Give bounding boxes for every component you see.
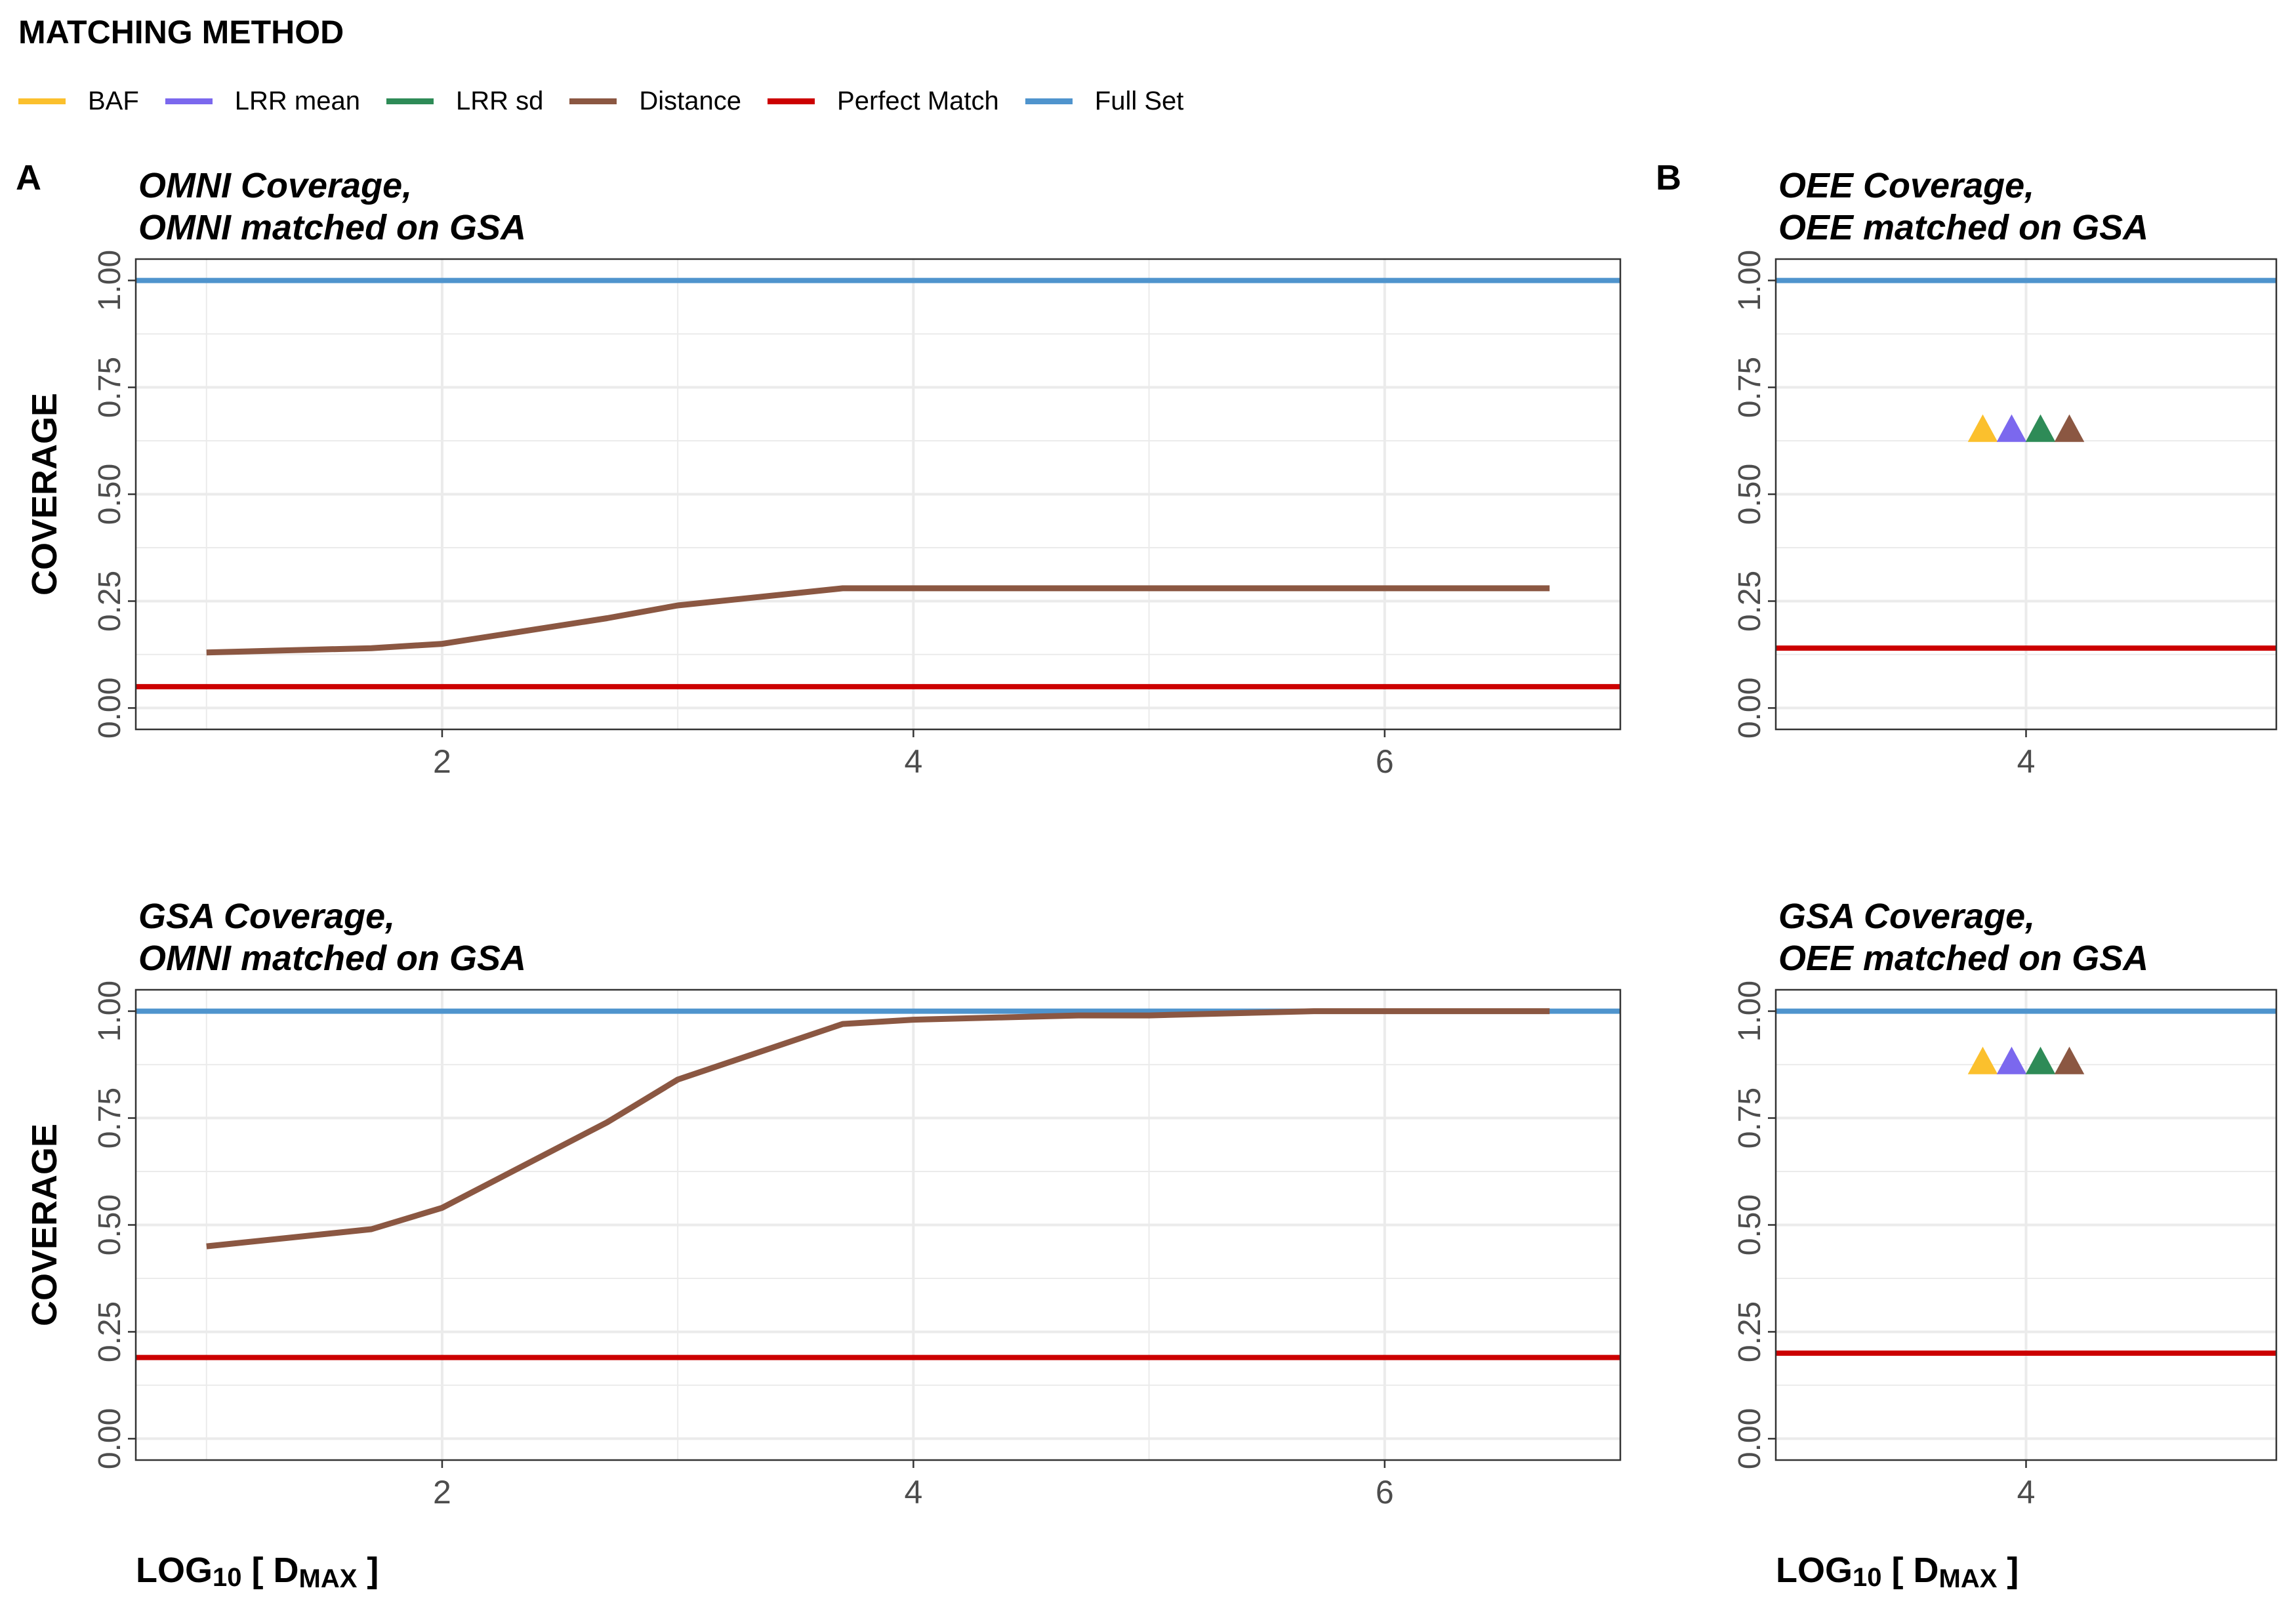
y-tick-label: 0.00 bbox=[1732, 678, 1767, 739]
grid bbox=[1776, 990, 2276, 1460]
chart-title-line: OEE matched on GSA bbox=[1778, 939, 2148, 978]
y-tick-label: 0.25 bbox=[92, 1301, 127, 1362]
chart-title: OMNI Coverage, OMNI matched on GSA bbox=[138, 166, 526, 247]
y-tick-label: 0.00 bbox=[92, 678, 127, 739]
x-axis-label-part: LOG bbox=[136, 1551, 213, 1590]
legend-label: Distance bbox=[639, 86, 742, 115]
legend-label: LRR sd bbox=[456, 86, 544, 115]
x-axis-label-part: [ D bbox=[242, 1551, 299, 1590]
chart-title-line: GSA Coverage, bbox=[1778, 897, 2035, 936]
x-axis-label-part: LOG bbox=[1776, 1551, 1853, 1590]
y-tick-label: 1.00 bbox=[1732, 981, 1767, 1042]
chart-title-line: OEE Coverage, bbox=[1778, 166, 2034, 205]
y-axis-label: COVERAGE bbox=[25, 393, 64, 596]
point-distance bbox=[2054, 1046, 2085, 1074]
y-tick-label: 0.75 bbox=[92, 357, 127, 418]
legend-item-distance: Distance bbox=[569, 87, 741, 116]
legend-item-baf: BAF bbox=[18, 87, 139, 116]
legend-item-lrr-mean: LRR mean bbox=[165, 87, 360, 116]
legend-label: Perfect Match bbox=[837, 86, 999, 115]
legend-label: BAF bbox=[88, 86, 139, 115]
point-distance bbox=[2054, 414, 2085, 442]
x-tick-label: 2 bbox=[433, 1474, 451, 1511]
chart-title: GSA Coverage, OEE matched on GSA bbox=[1778, 897, 2148, 978]
point-lrr-sd bbox=[2025, 414, 2056, 442]
chart-oee-oee: OEE Coverage, OEE matched on GSA 0.00 0.25 0… bbox=[1732, 166, 2278, 780]
x-axis-label-part: [ D bbox=[1882, 1551, 1939, 1590]
legend-label: Full Set bbox=[1094, 86, 1184, 115]
legend-swatch bbox=[386, 98, 434, 104]
legend-item-perfect-match: Perfect Match bbox=[768, 87, 999, 116]
legend-swatch bbox=[165, 98, 213, 104]
chart-title-line: OMNI Coverage, bbox=[138, 166, 412, 205]
y-tick-label: 0.50 bbox=[1732, 464, 1767, 525]
legend-label: LRR mean bbox=[234, 86, 360, 115]
y-tick-label: 0.00 bbox=[92, 1408, 127, 1469]
chart-title: GSA Coverage, OMNI matched on GSA bbox=[138, 897, 526, 978]
x-axis-label-part: MAX bbox=[299, 1564, 358, 1593]
y-tick-label: 0.00 bbox=[1732, 1408, 1767, 1469]
panel-letter-a: A bbox=[16, 158, 41, 197]
y-tick-label: 0.75 bbox=[92, 1088, 127, 1149]
chart-title: OEE Coverage, OEE matched on GSA bbox=[1778, 166, 2148, 247]
y-tick-label: 0.50 bbox=[1732, 1194, 1767, 1255]
x-axis-label-part: ] bbox=[1997, 1551, 2019, 1590]
y-axis-label: COVERAGE bbox=[25, 1124, 64, 1326]
x-axis-label: LOG10 [ DMAX ] bbox=[1776, 1551, 2019, 1593]
x-tick-label: 4 bbox=[2017, 1474, 2036, 1511]
series-line-distance bbox=[206, 1008, 1550, 1250]
y-tick-label: 0.50 bbox=[92, 1194, 127, 1255]
point-baf bbox=[1967, 1046, 1998, 1074]
y-tick-label: 0.25 bbox=[1732, 571, 1767, 632]
y-tick-label: 0.75 bbox=[1732, 1088, 1767, 1149]
x-axis-label: LOG10 [ DMAX ] bbox=[136, 1551, 379, 1593]
chart-title-line: OMNI matched on GSA bbox=[138, 939, 526, 978]
grid bbox=[136, 259, 1621, 729]
chart-title-line: GSA Coverage, bbox=[138, 897, 395, 936]
x-tick-label: 6 bbox=[1376, 1474, 1394, 1511]
point-lrr-sd bbox=[2025, 1046, 2056, 1074]
x-axis-label-part: 10 bbox=[1853, 1563, 1882, 1592]
y-tick-label: 1.00 bbox=[92, 981, 127, 1042]
x-axis-label-part: ] bbox=[357, 1551, 379, 1590]
legend-swatch bbox=[1025, 98, 1073, 104]
chart-gsa-omni: GSA Coverage, OMNI matched on GSA 0.00 0.25… bbox=[25, 897, 1622, 1593]
y-tick-label: 0.25 bbox=[92, 571, 127, 632]
grid bbox=[136, 990, 1621, 1460]
chart-gsa-oee: GSA Coverage, OEE matched on GSA 0.00 0.25 0… bbox=[1732, 897, 2278, 1593]
y-tick-label: 0.25 bbox=[1732, 1301, 1767, 1362]
panel-letter-b: B bbox=[1656, 158, 1681, 197]
chart-title-line: OMNI matched on GSA bbox=[138, 208, 526, 247]
x-axis-label-part: 10 bbox=[213, 1563, 242, 1592]
series-line-distance bbox=[206, 585, 1550, 656]
grid bbox=[1776, 259, 2276, 729]
legend-item-lrr-sd: LRR sd bbox=[386, 87, 543, 116]
chart-title-line: OEE matched on GSA bbox=[1778, 208, 2148, 247]
legend-swatch bbox=[569, 98, 617, 104]
x-tick-label: 4 bbox=[2017, 743, 2036, 780]
y-tick-label: 0.75 bbox=[1732, 357, 1767, 418]
legend-swatch bbox=[768, 98, 815, 104]
y-tick-label: 1.00 bbox=[92, 250, 127, 311]
x-tick-label: 2 bbox=[433, 743, 451, 780]
x-tick-label: 4 bbox=[904, 743, 922, 780]
y-tick-label: 1.00 bbox=[1732, 250, 1767, 311]
legend-item-full-set: Full Set bbox=[1025, 86, 1184, 116]
legend: BAF LRR mean LRR sd Distance Perfect Match Fu… bbox=[18, 83, 1210, 119]
point-lrr-mean bbox=[1996, 414, 2027, 442]
x-axis-label-part: MAX bbox=[1939, 1564, 1998, 1593]
x-tick-label: 6 bbox=[1376, 743, 1394, 780]
x-tick-label: 4 bbox=[904, 1474, 922, 1511]
point-lrr-mean bbox=[1996, 1046, 2027, 1074]
chart-omni-omni: OMNI Coverage, OMNI matched on GSA 0.00 0.2… bbox=[25, 166, 1622, 780]
legend-swatch bbox=[18, 98, 66, 104]
y-tick-label: 0.50 bbox=[92, 464, 127, 525]
legend-title: MATCHING METHOD bbox=[18, 14, 344, 51]
point-baf bbox=[1967, 414, 1998, 442]
